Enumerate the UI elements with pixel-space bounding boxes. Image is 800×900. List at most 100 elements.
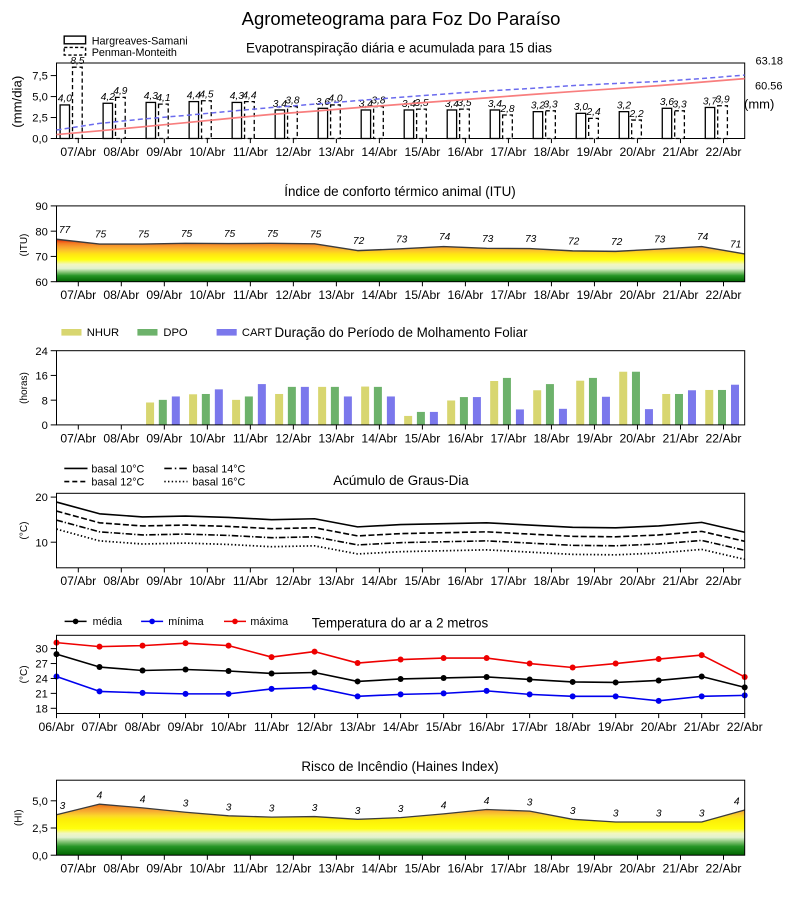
svg-text:18/Abr: 18/Abr	[555, 720, 591, 734]
svg-text:21/Abr: 21/Abr	[663, 431, 699, 445]
svg-text:3,6: 3,6	[660, 97, 674, 108]
svg-text:21/Abr: 21/Abr	[663, 574, 699, 588]
svg-text:21/Abr: 21/Abr	[684, 720, 720, 734]
svg-text:20/Abr: 20/Abr	[619, 574, 655, 588]
svg-text:80: 80	[35, 226, 47, 238]
svg-text:60: 60	[35, 277, 47, 289]
svg-text:21/Abr: 21/Abr	[663, 862, 699, 876]
svg-text:12/Abr: 12/Abr	[275, 288, 311, 302]
svg-text:08/Abr: 08/Abr	[125, 720, 161, 734]
svg-text:63.18: 63.18	[756, 56, 784, 68]
svg-text:2,8: 2,8	[499, 104, 514, 115]
svg-text:4,0: 4,0	[58, 94, 72, 105]
svg-text:3: 3	[269, 804, 275, 815]
svg-text:3,4: 3,4	[488, 99, 502, 110]
svg-text:16/Abr: 16/Abr	[447, 145, 483, 159]
svg-text:20/Abr: 20/Abr	[619, 145, 655, 159]
svg-text:2,2: 2,2	[628, 109, 643, 120]
svg-text:07/Abr: 07/Abr	[60, 288, 96, 302]
svg-text:22/Abr: 22/Abr	[706, 288, 742, 302]
svg-text:Agrometeograma para Foz Do Par: Agrometeograma para Foz Do Paraíso	[242, 8, 561, 29]
svg-text:75: 75	[181, 229, 193, 240]
svg-text:24: 24	[35, 674, 47, 686]
svg-text:14/Abr: 14/Abr	[361, 288, 397, 302]
svg-text:77: 77	[59, 225, 71, 236]
svg-text:Duração do Período de Molhamen: Duração do Período de Molhamento Foliar	[274, 325, 528, 340]
svg-text:4,0: 4,0	[328, 94, 342, 105]
svg-text:3,8: 3,8	[285, 95, 299, 106]
svg-text:16/Abr: 16/Abr	[447, 862, 483, 876]
svg-text:13/Abr: 13/Abr	[318, 574, 354, 588]
svg-text:Temperatura do ar a 2 metros: Temperatura do ar a 2 metros	[312, 615, 489, 630]
svg-text:74: 74	[697, 232, 709, 243]
svg-text:15/Abr: 15/Abr	[404, 862, 440, 876]
svg-text:4: 4	[734, 797, 740, 808]
svg-text:19/Abr: 19/Abr	[576, 288, 612, 302]
svg-text:NHUR: NHUR	[87, 327, 119, 339]
svg-text:2,5: 2,5	[32, 823, 48, 835]
svg-text:10/Abr: 10/Abr	[189, 288, 225, 302]
svg-text:17/Abr: 17/Abr	[490, 145, 526, 159]
svg-text:72: 72	[611, 237, 623, 248]
svg-text:3: 3	[398, 804, 404, 815]
svg-text:17/Abr: 17/Abr	[490, 574, 526, 588]
svg-text:20/Abr: 20/Abr	[619, 862, 655, 876]
svg-text:15/Abr: 15/Abr	[426, 720, 462, 734]
svg-text:basal 10°C: basal 10°C	[91, 463, 144, 475]
svg-text:19/Abr: 19/Abr	[576, 862, 612, 876]
svg-text:09/Abr: 09/Abr	[168, 720, 204, 734]
svg-text:18/Abr: 18/Abr	[533, 431, 569, 445]
svg-text:10/Abr: 10/Abr	[189, 431, 225, 445]
svg-text:18/Abr: 18/Abr	[533, 288, 569, 302]
svg-text:70: 70	[35, 252, 47, 264]
svg-text:74: 74	[439, 232, 451, 243]
svg-text:15/Abr: 15/Abr	[404, 145, 440, 159]
svg-text:09/Abr: 09/Abr	[146, 431, 182, 445]
svg-text:30: 30	[35, 644, 47, 656]
svg-text:10/Abr: 10/Abr	[211, 720, 247, 734]
svg-text:13/Abr: 13/Abr	[318, 862, 354, 876]
svg-text:21/Abr: 21/Abr	[663, 145, 699, 159]
svg-text:11/Abr: 11/Abr	[233, 862, 268, 876]
svg-text:22/Abr: 22/Abr	[706, 431, 742, 445]
svg-text:máxima: máxima	[250, 616, 288, 628]
svg-text:Risco de Incêndio (Haines Inde: Risco de Incêndio (Haines Index)	[301, 759, 498, 774]
svg-text:14/Abr: 14/Abr	[361, 145, 397, 159]
svg-text:20/Abr: 20/Abr	[641, 720, 677, 734]
svg-text:Hargreaves-Samani: Hargreaves-Samani	[92, 35, 188, 47]
svg-text:basal 12°C: basal 12°C	[91, 477, 144, 489]
svg-text:(HI): (HI)	[13, 809, 24, 826]
svg-text:19/Abr: 19/Abr	[576, 431, 612, 445]
svg-text:4: 4	[140, 794, 146, 805]
svg-text:10/Abr: 10/Abr	[189, 574, 225, 588]
svg-text:(mm/dia): (mm/dia)	[9, 76, 24, 128]
svg-text:7,5: 7,5	[32, 71, 48, 83]
svg-text:19/Abr: 19/Abr	[598, 720, 634, 734]
svg-text:3,3: 3,3	[672, 100, 686, 111]
svg-text:16/Abr: 16/Abr	[447, 431, 483, 445]
svg-text:3: 3	[183, 799, 189, 810]
svg-text:17/Abr: 17/Abr	[490, 431, 526, 445]
svg-text:75: 75	[224, 229, 236, 240]
svg-text:09/Abr: 09/Abr	[146, 288, 182, 302]
svg-text:4: 4	[97, 791, 103, 802]
svg-text:17/Abr: 17/Abr	[490, 862, 526, 876]
svg-text:Evapotranspiração diária e acu: Evapotranspiração diária e acumulada par…	[246, 41, 552, 56]
svg-text:12/Abr: 12/Abr	[275, 145, 311, 159]
svg-text:24: 24	[35, 346, 47, 358]
svg-text:3,4: 3,4	[359, 99, 373, 110]
svg-text:2,5: 2,5	[32, 113, 48, 125]
svg-text:4,2: 4,2	[101, 92, 115, 103]
svg-text:Penman-Monteith: Penman-Monteith	[92, 47, 177, 59]
svg-text:72: 72	[568, 236, 580, 247]
svg-text:(°C): (°C)	[19, 665, 30, 683]
svg-text:3,8: 3,8	[371, 95, 385, 106]
svg-text:0: 0	[42, 420, 48, 432]
svg-text:(°C): (°C)	[19, 522, 30, 540]
svg-text:10/Abr: 10/Abr	[189, 145, 225, 159]
svg-text:08/Abr: 08/Abr	[103, 862, 139, 876]
svg-text:3: 3	[527, 798, 533, 809]
svg-text:09/Abr: 09/Abr	[146, 574, 182, 588]
svg-text:22/Abr: 22/Abr	[706, 574, 742, 588]
svg-text:16/Abr: 16/Abr	[469, 720, 505, 734]
